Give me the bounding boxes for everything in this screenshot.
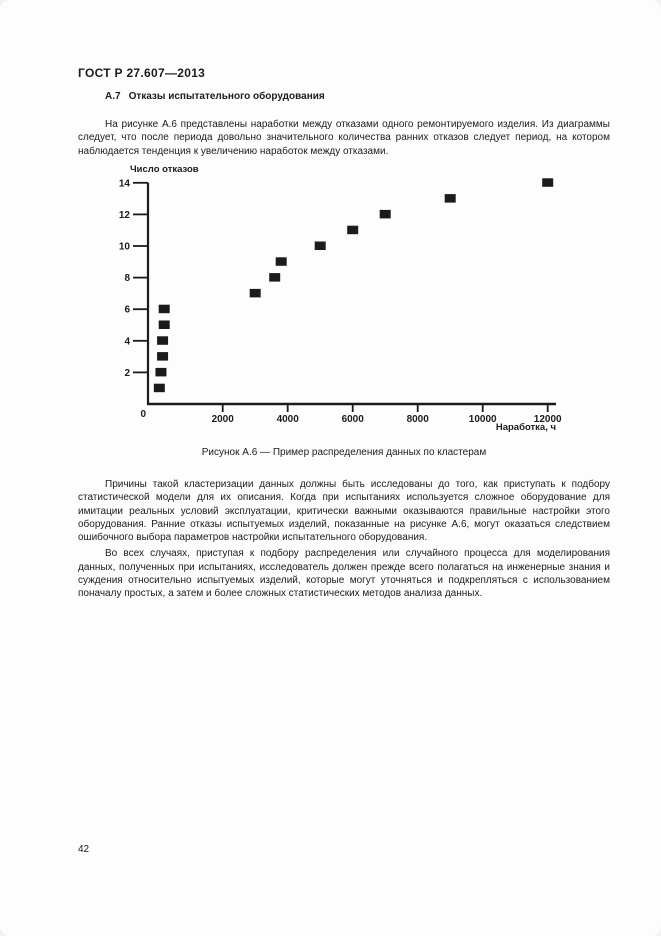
paragraph-clustering: Причины такой кластеризации данных должн… bbox=[78, 479, 610, 544]
svg-text:6: 6 bbox=[124, 305, 130, 316]
section-heading: А.7 Отказы испытательного оборудования bbox=[105, 91, 325, 102]
svg-text:10: 10 bbox=[119, 242, 131, 253]
svg-text:4000: 4000 bbox=[277, 414, 300, 425]
page-number: 42 bbox=[78, 844, 90, 855]
svg-text:8000: 8000 bbox=[407, 414, 430, 425]
svg-text:12000: 12000 bbox=[534, 414, 562, 425]
section-number: А.7 bbox=[105, 91, 121, 102]
svg-text:10000: 10000 bbox=[469, 414, 497, 425]
paragraph-intro: На рисунке А.6 представлены наработки ме… bbox=[78, 119, 610, 157]
paragraph-conclusion: Во всех случаях, приступая к подбору рас… bbox=[78, 548, 610, 600]
svg-text:Наработка, ч: Наработка, ч bbox=[496, 422, 556, 433]
section-title: Отказы испытательного оборудования bbox=[128, 91, 325, 102]
svg-text:2000: 2000 bbox=[212, 414, 235, 425]
figure-chart-svg: 2 4 6 8 10 12 14 0 2000 4000 6000 8000 10000 12000 Чис… bbox=[119, 164, 562, 433]
body-text-block: Причины такой кластеризации данных должн… bbox=[78, 478, 610, 604]
svg-text:2: 2 bbox=[124, 368, 130, 379]
svg-text:12: 12 bbox=[119, 210, 131, 221]
svg-text:4: 4 bbox=[124, 336, 130, 347]
svg-text:0: 0 bbox=[140, 409, 146, 420]
svg-text:14: 14 bbox=[119, 178, 131, 189]
svg-text:8: 8 bbox=[124, 273, 130, 284]
figure-caption: Рисунок А.6 — Пример распределения данны… bbox=[201, 447, 487, 458]
svg-text:Число отказов: Число отказов bbox=[130, 164, 199, 175]
document-header: ГОСТ Р 27.607—2013 bbox=[78, 66, 206, 80]
figure-a6-chart: 2 4 6 8 10 12 14 0 2000 4000 6000 8000 10000 12000 Чис… bbox=[95, 160, 595, 440]
svg-text:6000: 6000 bbox=[342, 414, 365, 425]
